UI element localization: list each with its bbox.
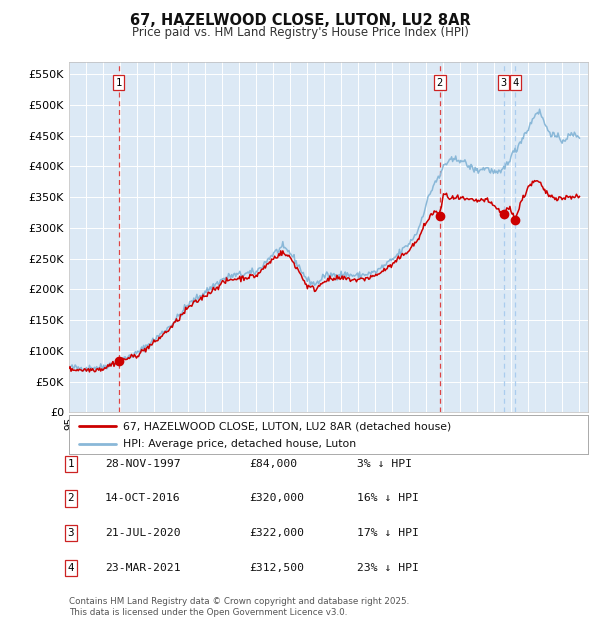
Text: HPI: Average price, detached house, Luton: HPI: Average price, detached house, Luto… (124, 439, 356, 450)
Text: £84,000: £84,000 (249, 459, 297, 469)
Text: 2: 2 (437, 78, 443, 88)
Text: 3: 3 (500, 78, 507, 88)
Text: 3% ↓ HPI: 3% ↓ HPI (357, 459, 412, 469)
Text: 1: 1 (115, 78, 122, 88)
Text: 67, HAZELWOOD CLOSE, LUTON, LU2 8AR: 67, HAZELWOOD CLOSE, LUTON, LU2 8AR (130, 13, 470, 28)
Text: £322,000: £322,000 (249, 528, 304, 538)
Text: 67, HAZELWOOD CLOSE, LUTON, LU2 8AR (detached house): 67, HAZELWOOD CLOSE, LUTON, LU2 8AR (det… (124, 421, 452, 431)
Text: 28-NOV-1997: 28-NOV-1997 (105, 459, 181, 469)
Text: 2: 2 (68, 494, 74, 503)
Text: 4: 4 (512, 78, 518, 88)
Text: 23-MAR-2021: 23-MAR-2021 (105, 563, 181, 573)
Text: 21-JUL-2020: 21-JUL-2020 (105, 528, 181, 538)
Text: 16% ↓ HPI: 16% ↓ HPI (357, 494, 419, 503)
Text: 1: 1 (68, 459, 74, 469)
Text: 4: 4 (68, 563, 74, 573)
Text: £320,000: £320,000 (249, 494, 304, 503)
Text: 3: 3 (68, 528, 74, 538)
Text: £312,500: £312,500 (249, 563, 304, 573)
Text: 23% ↓ HPI: 23% ↓ HPI (357, 563, 419, 573)
Text: 17% ↓ HPI: 17% ↓ HPI (357, 528, 419, 538)
Text: Price paid vs. HM Land Registry's House Price Index (HPI): Price paid vs. HM Land Registry's House … (131, 26, 469, 39)
Text: 14-OCT-2016: 14-OCT-2016 (105, 494, 181, 503)
Text: Contains HM Land Registry data © Crown copyright and database right 2025.
This d: Contains HM Land Registry data © Crown c… (69, 598, 409, 617)
